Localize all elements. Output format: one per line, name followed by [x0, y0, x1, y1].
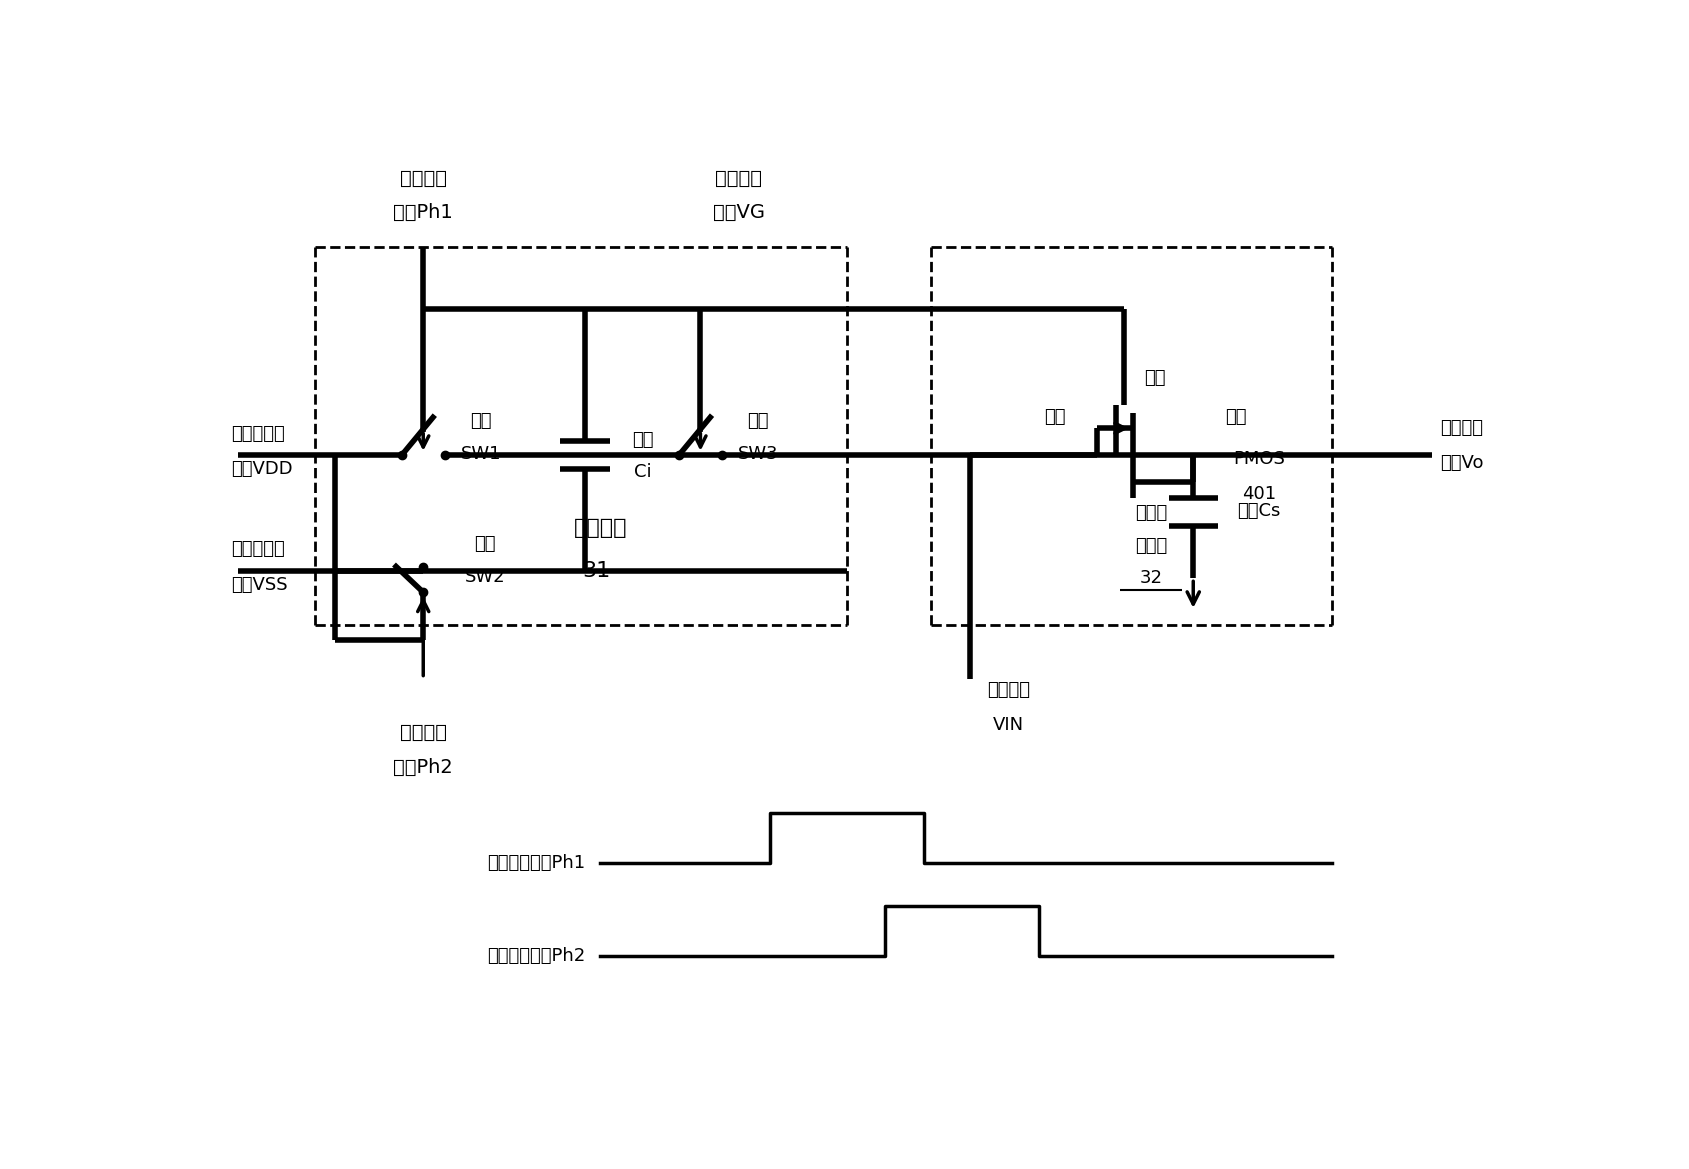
Text: 电容: 电容	[632, 431, 654, 449]
Text: 信号VDD: 信号VDD	[231, 461, 292, 478]
Text: 开关: 开关	[475, 534, 495, 553]
Text: 持电路: 持电路	[1135, 537, 1167, 555]
Text: PMOS: PMOS	[1233, 450, 1285, 468]
Text: 第一时钟: 第一时钟	[400, 168, 448, 187]
Text: 参考低电平: 参考低电平	[231, 540, 284, 558]
Text: 32: 32	[1140, 569, 1162, 587]
Text: 31: 31	[583, 561, 611, 581]
Text: SW2: SW2	[464, 568, 505, 586]
Text: 第一输出: 第一输出	[716, 168, 762, 187]
Text: 信号VG: 信号VG	[713, 203, 765, 222]
Text: 第二输出: 第二输出	[1439, 420, 1483, 437]
Text: 源极: 源极	[1044, 408, 1066, 426]
Text: SW1: SW1	[461, 444, 502, 463]
Text: 漏极: 漏极	[1225, 408, 1246, 426]
Text: 参考高电平: 参考高电平	[231, 424, 284, 443]
Text: 开关: 开关	[470, 411, 491, 429]
Text: 第一时钟信号Ph1: 第一时钟信号Ph1	[486, 855, 584, 872]
Text: 输入信号: 输入信号	[986, 682, 1030, 699]
Text: 栅极: 栅极	[1143, 369, 1165, 387]
Text: 401: 401	[1241, 485, 1275, 503]
Text: 采样保: 采样保	[1135, 504, 1167, 523]
Text: 第二时钟: 第二时钟	[400, 722, 448, 742]
Text: SW3: SW3	[738, 444, 779, 463]
Text: Ci: Ci	[633, 463, 652, 482]
Text: 偏置电路: 偏置电路	[574, 518, 627, 539]
Text: 电容Cs: 电容Cs	[1236, 502, 1280, 520]
Text: 开关: 开关	[748, 411, 768, 429]
Text: 信号Vo: 信号Vo	[1439, 454, 1483, 472]
Text: 信号VSS: 信号VSS	[231, 575, 287, 594]
Text: 信号Ph2: 信号Ph2	[394, 758, 453, 776]
Text: VIN: VIN	[993, 715, 1024, 734]
Text: 信号Ph1: 信号Ph1	[394, 203, 453, 222]
Text: 第二时钟信号Ph2: 第二时钟信号Ph2	[486, 947, 584, 964]
